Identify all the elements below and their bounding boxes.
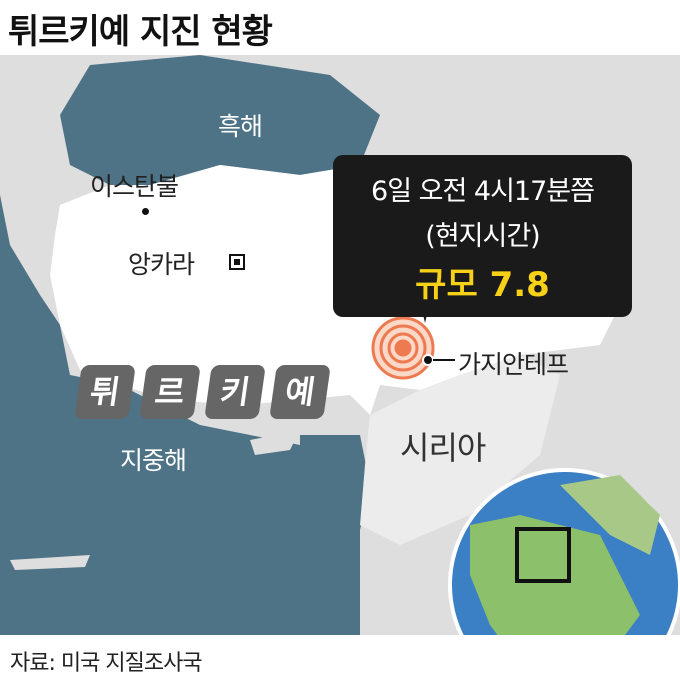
- istanbul-marker: [142, 208, 149, 215]
- black-sea: [60, 55, 380, 185]
- callout-magnitude: 규모 7.8: [415, 265, 550, 305]
- earthquake-callout: 6일 오전 4시17분쯤 (현지시간) 규모 7.8: [333, 155, 632, 317]
- syria-landmass: [360, 355, 560, 545]
- cyprus: [250, 430, 300, 455]
- east-med: [280, 435, 370, 635]
- epicenter-icon: [371, 316, 435, 380]
- map: 흑해 이스탄불 앙카라 튀 르 키 예 지중해 시리아 가지안테프 6일 오전 …: [0, 55, 680, 635]
- label-mediterranean: 지중해: [120, 446, 187, 475]
- label-gaziantep: 가지안테프: [458, 350, 569, 379]
- gaziantep-marker: [422, 354, 434, 366]
- crete: [10, 555, 90, 570]
- label-black-sea: 흑해: [218, 112, 263, 141]
- label-istanbul: 이스탄불: [90, 172, 179, 201]
- callout-timezone-note: (현지시간): [425, 221, 540, 252]
- callout-time: 6일 오전 4시17분쯤: [371, 176, 595, 207]
- label-syria: 시리아: [400, 429, 486, 467]
- label-ankara: 앙카라: [128, 250, 195, 279]
- epicenter-overlay: [371, 260, 680, 635]
- region-highlight-box: [515, 527, 571, 583]
- globe-icon: [448, 468, 680, 635]
- source-footer: 자료: 미국 지질조사국: [10, 651, 203, 676]
- ankara-capital-marker: [229, 254, 245, 270]
- page-title: 튀르키예 지진 현황: [8, 12, 273, 52]
